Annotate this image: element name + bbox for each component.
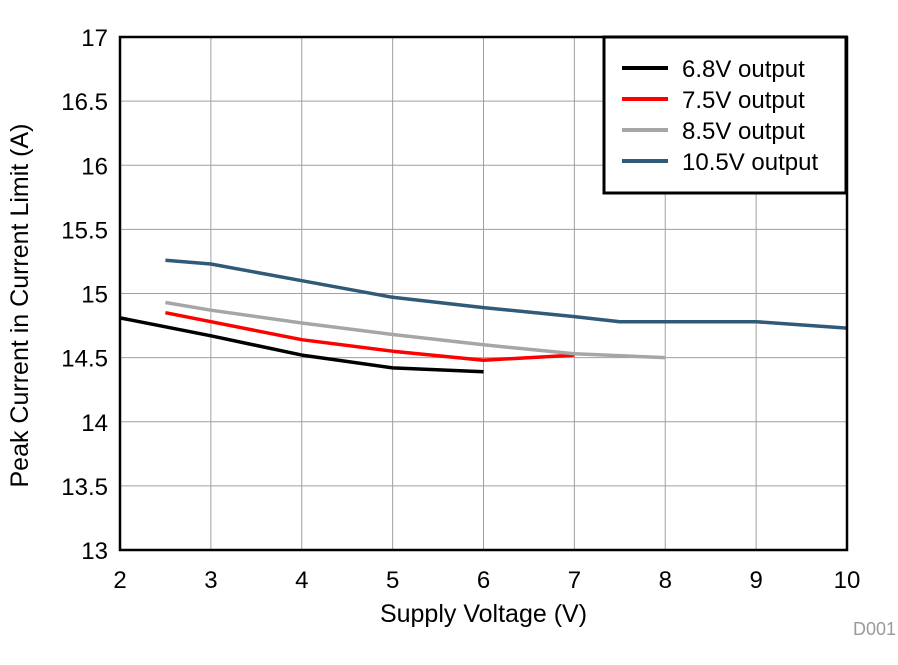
x-tick-label: 9 <box>749 567 762 594</box>
y-tick-label: 17 <box>81 25 108 52</box>
legend-label-1: 6.8V output <box>682 56 805 83</box>
y-tick-label: 14.5 <box>61 346 108 373</box>
figure-id: D001 <box>853 619 896 639</box>
y-tick-label: 15 <box>81 282 108 309</box>
x-axis-title: Supply Voltage (V) <box>380 600 587 628</box>
y-axis-ticks: 13 13.5 14 14.5 15 15.5 16 16.5 17 <box>61 25 108 565</box>
y-tick-label: 16 <box>81 153 108 180</box>
y-tick-label: 14 <box>81 410 108 437</box>
y-tick-label: 13.5 <box>61 474 108 501</box>
x-tick-label: 7 <box>568 567 581 594</box>
x-tick-label: 3 <box>204 567 217 594</box>
plot-area-frame <box>118 35 849 552</box>
legend-label-3: 8.5V output <box>682 118 805 145</box>
series-line-3 <box>165 300 666 360</box>
legend-box <box>602 35 848 195</box>
x-tick-label: 10 <box>834 567 861 594</box>
series-line-2 <box>165 310 575 362</box>
y-axis-title: Peak Current in Current Limit (A) <box>6 123 34 487</box>
x-tick-label: 5 <box>386 567 399 594</box>
data-series <box>119 258 848 374</box>
x-tick-label: 6 <box>477 567 490 594</box>
legend-label-2: 7.5V output <box>682 87 805 114</box>
y-tick-label: 16.5 <box>61 89 108 116</box>
series-line-4 <box>165 258 848 330</box>
y-tick-label: 13 <box>81 538 108 565</box>
legend: 6.8V output 7.5V output 8.5V output 10.5V o… <box>602 35 848 195</box>
x-tick-label: 2 <box>113 567 126 594</box>
x-axis-ticks: 2 3 4 5 6 7 8 9 10 <box>113 567 860 594</box>
y-tick-label: 15.5 <box>61 217 108 244</box>
legend-label-4: 10.5V output <box>682 149 818 176</box>
x-tick-label: 8 <box>659 567 672 594</box>
series-line-1 <box>119 316 484 374</box>
x-tick-label: 4 <box>295 567 308 594</box>
